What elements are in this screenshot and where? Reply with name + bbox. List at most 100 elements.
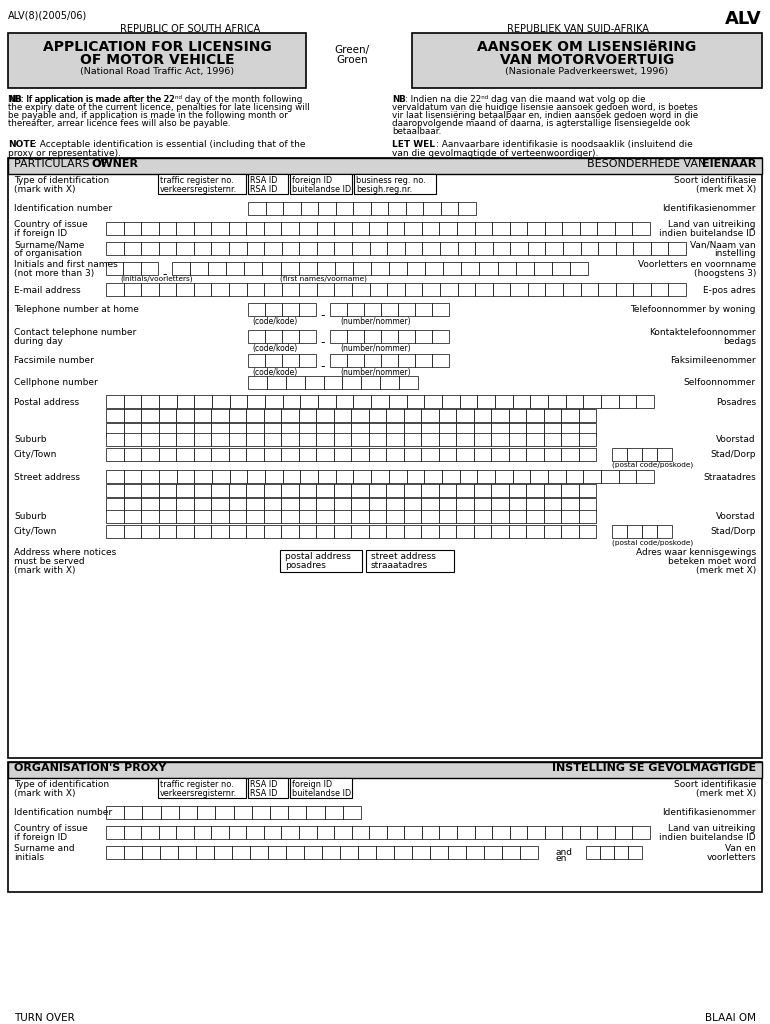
Bar: [442, 470, 460, 483]
Bar: [456, 433, 474, 446]
Bar: [354, 174, 436, 194]
Bar: [299, 222, 316, 234]
Bar: [246, 283, 264, 296]
Bar: [578, 409, 596, 422]
Bar: [657, 449, 672, 461]
Bar: [281, 449, 299, 461]
Bar: [299, 262, 316, 275]
Bar: [141, 449, 159, 461]
Bar: [544, 433, 561, 446]
Bar: [668, 242, 686, 255]
Bar: [531, 395, 548, 408]
Text: OWNER: OWNER: [91, 159, 138, 169]
Text: bedags: bedags: [723, 337, 756, 346]
Bar: [370, 222, 387, 234]
Bar: [407, 470, 424, 483]
Text: E-mail address: E-mail address: [14, 286, 81, 295]
Bar: [432, 303, 449, 316]
Bar: [211, 449, 229, 461]
Bar: [642, 449, 657, 461]
Bar: [548, 395, 566, 408]
Bar: [211, 222, 229, 234]
Bar: [333, 423, 351, 436]
Text: : Indien na die 22ⁿᵈ dag van die maand wat volg op die: : Indien na die 22ⁿᵈ dag van die maand w…: [405, 95, 645, 104]
Bar: [8, 33, 306, 88]
Bar: [415, 303, 432, 316]
Bar: [123, 498, 141, 511]
Bar: [316, 423, 333, 436]
Bar: [475, 283, 493, 296]
Text: -: -: [162, 268, 166, 281]
Bar: [493, 242, 511, 255]
Bar: [333, 510, 351, 523]
Bar: [263, 484, 281, 497]
Bar: [176, 433, 193, 446]
Text: (code/kode): (code/kode): [252, 368, 297, 377]
Bar: [176, 395, 194, 408]
Bar: [347, 303, 364, 316]
Bar: [264, 222, 282, 234]
Bar: [508, 423, 526, 436]
Bar: [526, 484, 544, 497]
Text: proxy or representative).: proxy or representative).: [8, 150, 121, 158]
Bar: [317, 242, 334, 255]
Bar: [176, 510, 193, 523]
Text: Suburb: Suburb: [14, 512, 46, 521]
Bar: [461, 262, 480, 275]
Bar: [353, 202, 371, 215]
Bar: [491, 498, 508, 511]
Text: daaropvolgende maand of daarna, is agterstallige lisensiegelde ook: daaropvolgende maand of daarna, is agter…: [392, 119, 690, 128]
Bar: [299, 484, 316, 497]
Bar: [601, 470, 618, 483]
Text: Voorstad: Voorstad: [716, 512, 756, 521]
Bar: [370, 242, 387, 255]
Bar: [387, 283, 405, 296]
Bar: [263, 525, 281, 538]
Bar: [442, 395, 460, 408]
Bar: [370, 826, 387, 839]
Text: posadres: posadres: [285, 561, 326, 570]
Text: Land van uitreiking: Land van uitreiking: [668, 824, 756, 833]
Bar: [141, 222, 159, 234]
Text: (first names/voorname): (first names/voorname): [280, 276, 367, 283]
Bar: [281, 510, 299, 523]
Bar: [456, 409, 474, 422]
Bar: [598, 222, 615, 234]
Text: Street address: Street address: [14, 473, 80, 482]
Bar: [106, 498, 123, 511]
Text: Van en: Van en: [725, 844, 756, 853]
Text: van die gevolmagtigde of verteenwoordiger).: van die gevolmagtigde of verteenwoordige…: [392, 150, 598, 158]
Bar: [343, 806, 361, 819]
Bar: [316, 449, 333, 461]
Text: -: -: [320, 336, 324, 349]
Bar: [299, 510, 316, 523]
Bar: [361, 376, 380, 389]
Bar: [142, 846, 160, 859]
Bar: [229, 222, 246, 234]
Bar: [248, 376, 267, 389]
Bar: [492, 222, 510, 234]
Bar: [159, 222, 176, 234]
Bar: [246, 525, 263, 538]
Bar: [141, 433, 159, 446]
Bar: [159, 525, 176, 538]
Bar: [333, 449, 351, 461]
Bar: [456, 510, 474, 523]
Bar: [194, 283, 212, 296]
Bar: [421, 498, 438, 511]
Bar: [300, 242, 317, 255]
Bar: [491, 510, 508, 523]
Bar: [495, 395, 513, 408]
Bar: [415, 330, 432, 343]
Bar: [404, 826, 422, 839]
Bar: [405, 242, 423, 255]
Text: LET WEL: LET WEL: [392, 140, 435, 150]
Bar: [386, 409, 403, 422]
Bar: [438, 423, 456, 436]
Bar: [336, 202, 353, 215]
Text: street address: street address: [371, 552, 436, 561]
Bar: [316, 826, 334, 839]
Bar: [176, 283, 194, 296]
Text: NB: NB: [392, 95, 406, 104]
Bar: [266, 202, 283, 215]
